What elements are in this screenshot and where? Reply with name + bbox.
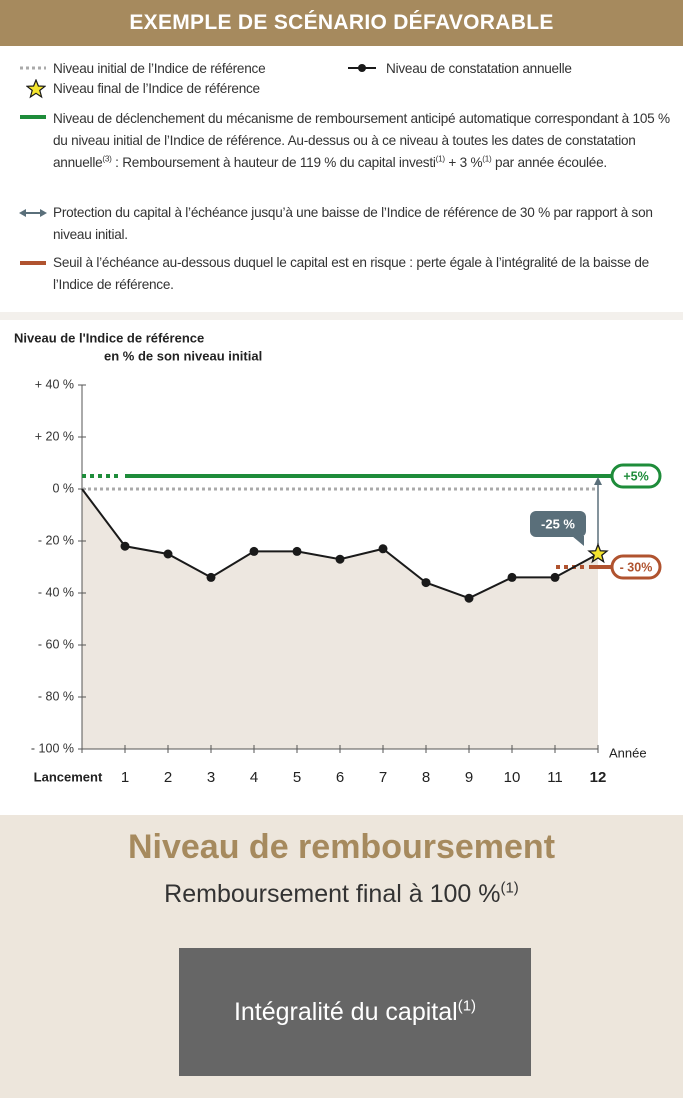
data-point [335,554,345,564]
x-tick-label: 3 [207,769,215,786]
x-tick-label: 6 [336,769,344,786]
legend-text: Niveau de déclenchement du mécanisme de … [53,111,670,170]
value-label-pointer [572,536,584,546]
legend-marker [20,66,46,70]
y-tick-label: + 20 % [35,429,74,443]
x-tick-label: Lancement [34,769,103,784]
x-tick-label: 11 [547,769,563,786]
legend-text: Niveau initial de l’Indice de référence [53,61,266,76]
legend-text: : Remboursement à hauteur de 119 % du ca… [111,155,436,170]
arrow-head [594,477,602,485]
legend-text: Seuil à l’échéance au-dessous duquel le … [53,255,649,292]
x-tick-label: 7 [379,769,387,786]
data-point [206,572,216,582]
data-point [464,593,474,603]
area [82,489,598,749]
result-box: Intégralité du capital(1) [179,948,531,1076]
legend-marker [19,209,47,217]
data-point [421,578,431,588]
y-tick-label: - 40 % [38,585,74,599]
y-tick-label: - 80 % [38,689,74,703]
result-box-text: Intégralité du capital [233,998,458,1026]
legend-text: Seuil à l’échéance au-dessous duquel le … [53,252,671,296]
footnote-ref: (1) [435,154,445,164]
data-point [550,572,560,582]
x-tick-label: 8 [422,769,430,786]
legend-text: Niveau final de l’Indice de référence [53,81,260,96]
x-axis-title: Année [609,745,647,760]
data-point [163,549,173,559]
y-tick-label: + 40 % [35,377,74,391]
y-tick-label: 0 % [52,481,74,495]
reference-label-box [610,463,662,489]
x-tick-label: 10 [504,769,521,786]
y-axis-title: Niveau de l'Indice de référence [14,330,204,345]
footnote-ref: (1) [457,997,477,1015]
data-point [507,572,517,582]
legend-text: Niveau de constatation annuelle [386,58,666,80]
data-point [378,544,388,554]
legend-text: Niveau de constatation annuelle [386,61,572,76]
legend-marker [20,115,46,119]
legend-text: Niveau initial de l’Indice de référence [53,58,373,80]
legend-marker [20,261,46,265]
reference-label: +5% [623,469,648,483]
legend-marker [348,64,376,72]
value-label: -25 % [541,516,575,531]
header-title: EXEMPLE DE SCÉNARIO DÉFAVORABLE [0,0,683,46]
x-tick-label: 4 [250,769,258,786]
legend-text: Protection du capital à l’échéance jusqu… [53,202,671,246]
result-title: Niveau de remboursement [127,828,556,866]
reference-label: - 30% [620,560,653,574]
y-tick-label: - 60 % [38,637,74,651]
x-tick-label: 12 [590,769,607,786]
separator [0,312,683,320]
y-axis-title: en % de son niveau initial [104,348,262,363]
x-tick-label: 9 [465,769,473,786]
x-tick-label: 1 [121,769,129,786]
chart: Niveau de l'Indice de référence en % de s… [14,330,662,786]
data-point [249,546,259,556]
y-tick-label: - 100 % [31,741,74,755]
data-point [292,546,302,556]
legend-text: Niveau de déclenchement du mécanisme de … [53,108,671,174]
legend-text: Niveau final de l’Indice de référence [53,78,671,100]
legend-text: Protection du capital à l’échéance jusqu… [53,205,653,242]
x-tick-label: 2 [164,769,172,786]
result-subtitle: Remboursement final à 100 % [164,880,501,908]
footnote-ref: (1) [482,154,492,164]
final-star [587,542,609,564]
data-point [120,541,130,551]
value-label-box [530,511,586,537]
result-subtitle: Remboursement final à 100 %(1) [0,880,683,909]
legend-text: par année écoulée. [491,155,607,170]
legend-marker [26,79,46,99]
reference-label-box [610,554,662,580]
footnote-ref: (3) [102,154,112,164]
footnote-ref: (1) [500,879,519,897]
x-tick-label: 5 [293,769,301,786]
y-tick-label: - 20 % [38,533,74,547]
legend-text: + 3 % [444,155,483,170]
